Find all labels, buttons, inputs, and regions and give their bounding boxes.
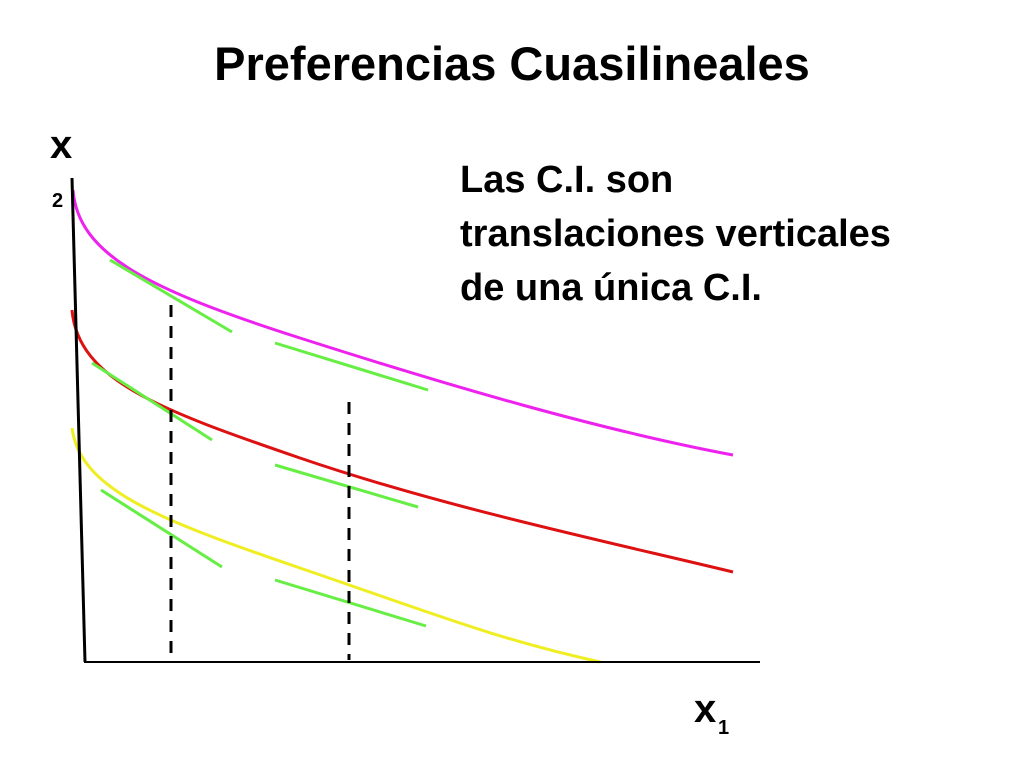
tangent xyxy=(274,463,419,509)
y-axis-subscript: 2 xyxy=(52,190,63,212)
tangent xyxy=(100,488,223,569)
dashed-guides xyxy=(169,305,351,662)
tangent xyxy=(274,341,429,392)
note-line: Las C.I. son xyxy=(460,159,673,201)
curve-bottom xyxy=(70,427,601,664)
note-line: translaciones verticales xyxy=(460,213,891,255)
y-axis xyxy=(70,177,87,663)
curve-top xyxy=(71,189,734,457)
tangent xyxy=(109,258,233,334)
title: Preferencias Cuasilineales xyxy=(214,37,810,90)
x-axis-subscript: 1 xyxy=(718,717,729,739)
note-line: de una única C.I. xyxy=(460,267,762,309)
tangent xyxy=(91,361,213,442)
x-axis-label: x xyxy=(694,687,716,731)
y-axis-label: x xyxy=(50,123,72,167)
